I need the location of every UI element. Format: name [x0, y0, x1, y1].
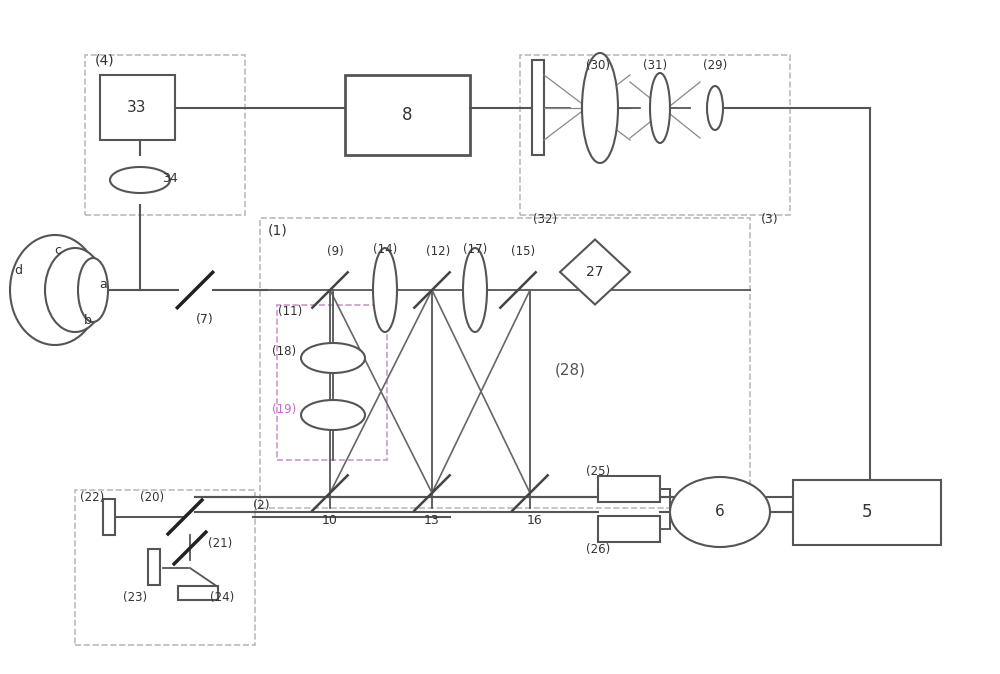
Ellipse shape — [301, 343, 365, 373]
Bar — [75, 490, 255, 645]
Bar — [148, 549, 160, 585]
Ellipse shape — [10, 235, 100, 345]
Text: (23): (23) — [123, 590, 147, 603]
Ellipse shape — [670, 477, 770, 547]
Text: (32): (32) — [533, 214, 557, 226]
Text: 5: 5 — [862, 503, 872, 521]
Ellipse shape — [301, 400, 365, 430]
Text: (15): (15) — [511, 245, 535, 259]
Bar — [345, 75, 470, 155]
Ellipse shape — [650, 73, 670, 143]
Bar — [520, 55, 790, 215]
Text: (14): (14) — [373, 243, 397, 257]
Bar — [85, 55, 245, 215]
Text: (24): (24) — [210, 590, 234, 603]
Text: (29): (29) — [703, 59, 727, 71]
Ellipse shape — [45, 248, 105, 332]
Ellipse shape — [110, 167, 170, 193]
Text: (30): (30) — [586, 59, 610, 71]
Ellipse shape — [463, 248, 487, 332]
Text: (9): (9) — [327, 245, 343, 259]
Text: (18): (18) — [272, 346, 296, 359]
Text: (2): (2) — [253, 499, 271, 512]
Text: (22): (22) — [80, 491, 104, 503]
Text: a: a — [99, 278, 107, 291]
Text: c: c — [54, 243, 62, 257]
Bar — [277, 305, 387, 460]
Text: 27: 27 — [586, 265, 604, 279]
Bar — [598, 476, 660, 502]
Text: 33: 33 — [127, 100, 147, 115]
Bar — [598, 516, 660, 542]
Ellipse shape — [373, 248, 397, 332]
Text: 16: 16 — [527, 514, 543, 526]
Bar — [178, 586, 218, 600]
Bar — [532, 60, 544, 155]
Text: (21): (21) — [208, 537, 232, 549]
Text: (4): (4) — [95, 53, 115, 67]
Text: 13: 13 — [424, 514, 440, 526]
Text: 34: 34 — [162, 171, 178, 185]
Text: b: b — [84, 313, 92, 326]
Bar — [793, 480, 941, 545]
Text: (20): (20) — [140, 491, 164, 503]
Ellipse shape — [582, 53, 618, 163]
Text: (28): (28) — [554, 363, 586, 377]
Text: (17): (17) — [463, 243, 487, 257]
Ellipse shape — [78, 258, 108, 322]
Bar — [100, 75, 175, 140]
Text: 6: 6 — [715, 505, 725, 520]
Text: d: d — [14, 264, 22, 276]
Text: (1): (1) — [268, 223, 288, 237]
Polygon shape — [560, 239, 630, 305]
Text: (3): (3) — [761, 214, 779, 226]
Bar — [103, 499, 115, 535]
Text: (19): (19) — [272, 404, 296, 417]
Text: (7): (7) — [196, 313, 214, 326]
Bar — [260, 218, 750, 508]
Text: (31): (31) — [643, 59, 667, 71]
Text: (26): (26) — [586, 543, 610, 557]
Text: 8: 8 — [402, 106, 412, 124]
Text: (11): (11) — [278, 305, 302, 319]
Text: 10: 10 — [322, 514, 338, 526]
Text: (12): (12) — [426, 245, 450, 259]
Ellipse shape — [707, 86, 723, 130]
Text: (25): (25) — [586, 466, 610, 479]
